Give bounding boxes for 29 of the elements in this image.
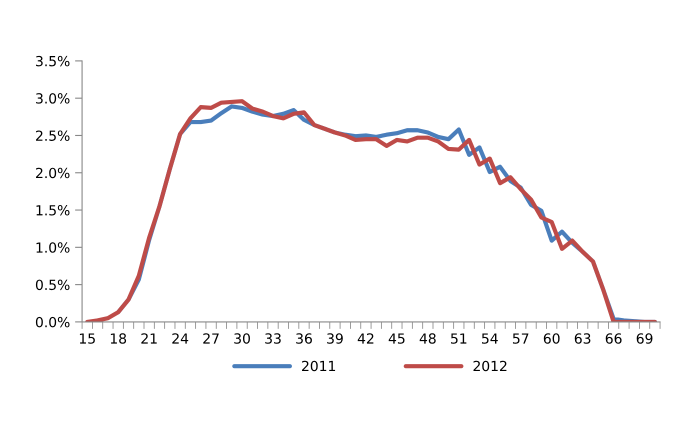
x-tick-label: 30 bbox=[234, 333, 250, 344]
x-tick-label: 21 bbox=[141, 333, 157, 344]
x-tick-label: 42 bbox=[358, 333, 374, 344]
x-tick-label: 54 bbox=[482, 333, 498, 344]
y-tick-label: 0.5% bbox=[36, 280, 70, 290]
x-tick-label: 15 bbox=[80, 333, 95, 344]
x-tick-label: 39 bbox=[327, 333, 343, 344]
x-tick-label: 24 bbox=[172, 333, 188, 344]
y-tick-label: 3.5% bbox=[36, 56, 70, 66]
y-tick-label: 2.5% bbox=[36, 130, 70, 141]
x-tick-label: 51 bbox=[451, 333, 466, 344]
x-tick-label: 69 bbox=[636, 333, 652, 344]
x-tick-label: 57 bbox=[512, 333, 528, 344]
y-tick-label: 2.0% bbox=[36, 168, 70, 178]
x-tick-label: 63 bbox=[574, 333, 590, 344]
y-tick-label: 3.0% bbox=[36, 93, 70, 104]
x-tick-label: 48 bbox=[420, 333, 436, 344]
x-tick-label: 27 bbox=[203, 333, 219, 344]
x-tick-label: 18 bbox=[110, 333, 126, 344]
legend-label: 2012 bbox=[473, 360, 506, 372]
x-tick-label: 36 bbox=[296, 333, 312, 344]
y-tick-label: 0.0% bbox=[36, 316, 70, 328]
legend-label: 2011 bbox=[302, 360, 336, 372]
x-tick-label: 33 bbox=[265, 333, 281, 344]
y-tick-label: 1.0% bbox=[36, 242, 70, 253]
x-tick-label: 45 bbox=[388, 333, 404, 344]
x-tick-label: 60 bbox=[544, 333, 560, 344]
y-tick-label: 1.5% bbox=[36, 205, 70, 216]
x-tick-label: 66 bbox=[606, 333, 622, 344]
